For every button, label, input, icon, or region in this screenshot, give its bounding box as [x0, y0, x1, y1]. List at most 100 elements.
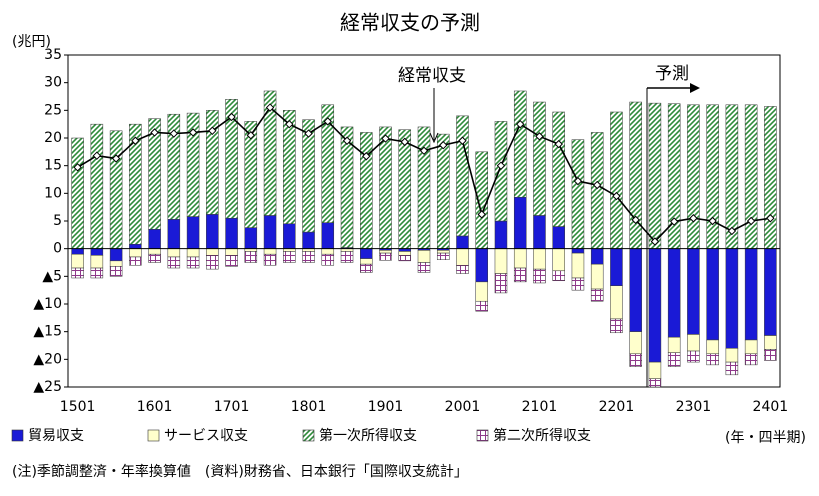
bar-segment [513, 267, 527, 283]
bar-segment [71, 137, 84, 249]
x-tick-label: 1701 [214, 399, 250, 415]
bar-segment [648, 361, 662, 379]
annotation-arrowhead [429, 132, 439, 144]
bar-segment [263, 253, 277, 266]
bar-segment [167, 219, 181, 249]
bar-segment [436, 133, 450, 249]
bar-segment [129, 243, 142, 249]
bar-segment [129, 248, 142, 258]
bar-segment [71, 248, 84, 255]
bar-segment [744, 104, 758, 249]
bar-segment [206, 248, 219, 256]
y-tick-label: 5 [53, 213, 62, 229]
bar-segment [552, 248, 565, 272]
bar-segment [225, 255, 238, 267]
bar-segment [90, 267, 104, 279]
bar-segment [379, 252, 392, 261]
x-tick-label: 2201 [599, 399, 635, 415]
bar-segment [494, 273, 508, 294]
bar-segment [321, 104, 335, 223]
bar-segment [725, 361, 739, 376]
bar-segment [513, 90, 527, 198]
bar-segment [109, 266, 123, 277]
bar-segment [725, 248, 739, 349]
bar-segment [417, 126, 431, 249]
bar-segment [687, 248, 700, 335]
bar-segment [417, 262, 431, 273]
bar-segment [263, 215, 277, 249]
bar-segment [302, 231, 315, 249]
bar-segment [186, 256, 200, 269]
bar-segment [475, 248, 488, 283]
line-marker [92, 151, 102, 160]
bar-segment [552, 270, 565, 282]
bar-segment [263, 90, 277, 216]
line-marker [131, 136, 140, 145]
bar-segment [610, 111, 623, 249]
y-tick-label: 10 [44, 185, 62, 201]
bar-segment [206, 255, 219, 270]
bar-segment [71, 267, 84, 279]
bar-segment [648, 102, 662, 249]
bar-segment [206, 110, 219, 215]
bar-segment [744, 353, 758, 366]
forecast-label: 予測 [655, 64, 689, 84]
bar-segment [571, 139, 585, 249]
x-tick-label: 1801 [291, 399, 327, 415]
bar-segment [456, 265, 469, 274]
bar-segment [340, 126, 354, 248]
bar-segment [90, 248, 104, 256]
bar-segment [687, 334, 700, 352]
line-marker [458, 136, 467, 145]
line-marker [669, 217, 679, 226]
x-tick-label: 2301 [676, 399, 712, 415]
bar-segment [283, 110, 296, 225]
bar-segment [109, 130, 123, 249]
bar-segment [494, 220, 508, 249]
bar-segment [283, 223, 296, 249]
line-marker [727, 226, 737, 236]
line-marker [766, 214, 775, 223]
bar-segment [629, 353, 642, 367]
bar-segment [706, 104, 719, 249]
bar-segment [610, 248, 623, 286]
bar-segment [148, 248, 161, 255]
bar-segment [244, 251, 258, 263]
bar-segment [360, 248, 373, 259]
bar-segment [475, 281, 488, 302]
bar-segment [571, 277, 585, 291]
bar-segment [706, 353, 719, 366]
bar-segment [302, 251, 315, 263]
line-marker [169, 129, 179, 138]
bar-segment [533, 101, 546, 216]
bar-segment [629, 331, 642, 355]
bar-segment [379, 126, 392, 249]
y-tick-label: ▲5 [42, 268, 62, 284]
bar-segment [456, 115, 469, 237]
y-tick-label: 15 [44, 158, 62, 174]
bar-segment [263, 248, 277, 255]
line-marker [689, 214, 698, 223]
bar-segment [456, 248, 469, 266]
legend-label: 貿易収支 [28, 428, 84, 444]
bar-segment [71, 253, 84, 269]
bar-segment [109, 248, 123, 262]
bar-segment [667, 352, 681, 367]
bar-segment [629, 248, 642, 332]
bar-segment [706, 339, 719, 355]
y-tick-label: ▲15 [33, 324, 62, 340]
bar-segment [321, 253, 335, 266]
legend-label: サービス収支 [164, 428, 248, 444]
bar-segment [321, 248, 335, 255]
x-tick-label: 2401 [753, 399, 789, 415]
bar-segment [417, 250, 431, 263]
bar-segment [552, 226, 565, 249]
bar-segment [744, 248, 758, 341]
bar-segment [590, 263, 604, 290]
bar-segment [494, 121, 508, 222]
line-marker [592, 180, 602, 190]
line-marker [496, 161, 506, 170]
bar-segment [571, 248, 585, 254]
bar-segment [244, 121, 258, 228]
y-tick-label: ▲20 [33, 351, 62, 367]
